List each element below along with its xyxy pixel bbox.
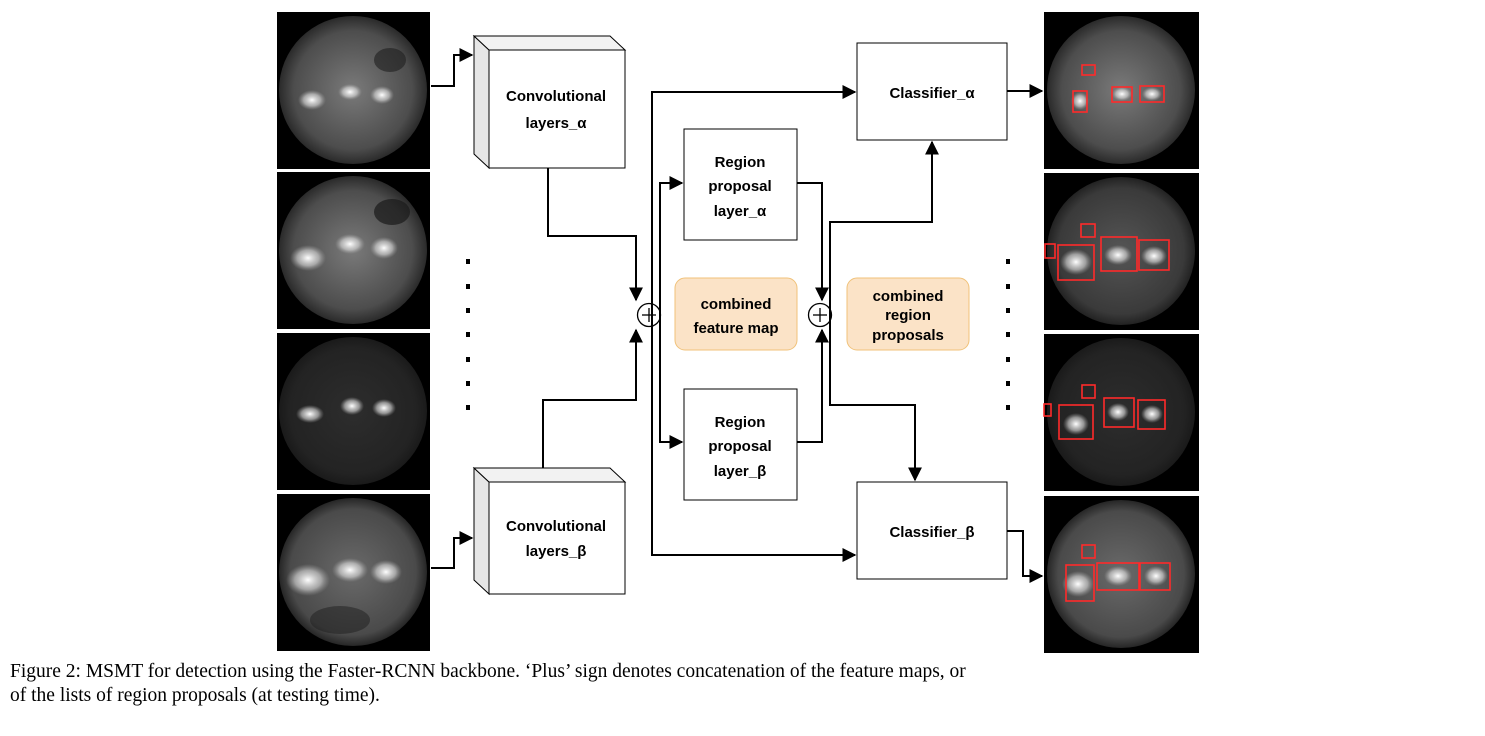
- conv-layers-beta-node: Convolutional layers_β: [472, 466, 627, 596]
- ellipsis-dots-left: [466, 259, 470, 410]
- conv-beta-line-1: Convolutional: [506, 518, 606, 535]
- detection-boxes: [1065, 544, 1171, 602]
- rpn-beta-line-3: layer_β: [714, 463, 767, 480]
- conv-alpha-line-1: Convolutional: [506, 88, 606, 105]
- output-image-3: [1043, 334, 1199, 491]
- rpn-beta-line-1: Region: [715, 414, 766, 431]
- output-image-4: [1044, 496, 1199, 653]
- conv-beta-line-2: layers_β: [526, 543, 587, 560]
- msmt-diagram: Convolutional layers_α Convolutional lay…: [277, 12, 1199, 653]
- detection-boxes: [1072, 64, 1165, 113]
- rpn-beta-line-2: proposal: [708, 438, 771, 455]
- caption-line-2: of the lists of region proposals (at tes…: [10, 685, 380, 706]
- combined-region-proposals-line-3: proposals: [872, 327, 944, 344]
- connectors: [431, 48, 1044, 583]
- classifier-alpha-node: Classifier_α: [856, 42, 1008, 141]
- classifier-beta-node: Classifier_β: [856, 481, 1008, 580]
- combined-region-proposals-line-2: region: [885, 307, 931, 324]
- combined-region-proposals-line-1: combined: [873, 288, 944, 305]
- combined-feature-map-node: combined feature map: [674, 277, 798, 351]
- combined-region-proposals-node: combined region proposals: [846, 277, 970, 351]
- ellipsis-dots-right: [1006, 259, 1010, 410]
- rpn-beta-node: Region proposal layer_β: [683, 388, 798, 501]
- figure-caption: Figure 2: MSMT for detection using the F…: [10, 660, 1475, 708]
- input-images: [277, 12, 430, 651]
- input-image-2: [277, 172, 430, 329]
- combined-feature-map-line-1: combined: [701, 296, 772, 313]
- classifier-alpha-label: Classifier_α: [889, 85, 975, 102]
- caption-line-1: Figure 2: MSMT for detection using the F…: [10, 661, 966, 682]
- rpn-alpha-node: Region proposal layer_α: [683, 128, 798, 241]
- input-image-4: [277, 494, 430, 651]
- conv-alpha-line-2: layers_α: [526, 115, 588, 132]
- rpn-alpha-line-3: layer_α: [714, 203, 767, 220]
- rpn-alpha-line-1: Region: [715, 154, 766, 171]
- output-images: [1043, 12, 1199, 653]
- output-image-2: [1044, 173, 1199, 330]
- input-image-1: [277, 12, 430, 169]
- detection-boxes: [1043, 384, 1166, 440]
- conv-layers-alpha-node: Convolutional layers_α: [472, 34, 627, 170]
- combined-feature-map-line-2: feature map: [693, 320, 778, 337]
- output-image-1: [1044, 12, 1199, 169]
- plus-operator-feature-maps: [636, 302, 662, 328]
- detection-boxes: [1044, 223, 1170, 281]
- rpn-alpha-line-2: proposal: [708, 178, 771, 195]
- plus-operator-region-proposals: [807, 302, 833, 328]
- classifier-beta-label: Classifier_β: [889, 524, 974, 541]
- input-image-3: [277, 333, 430, 490]
